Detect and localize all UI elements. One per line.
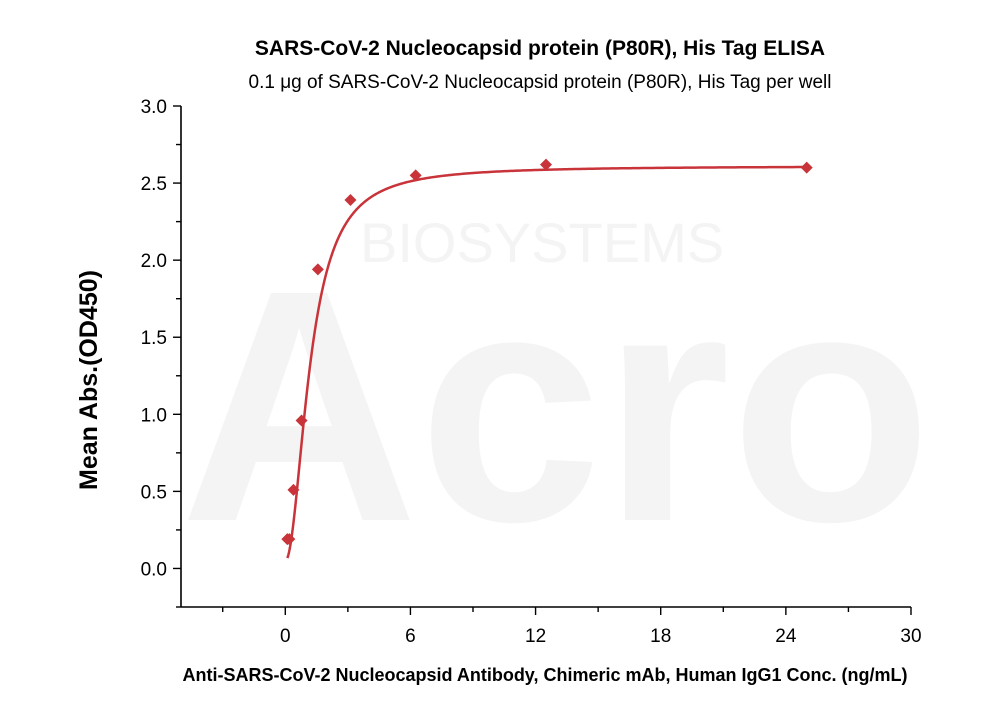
y-tick-label: 2.5 bbox=[141, 174, 167, 195]
x-tick-label: 18 bbox=[650, 626, 671, 647]
chart-title: SARS-CoV-2 Nucleocapsid protein (P80R), … bbox=[255, 37, 825, 60]
data-points bbox=[281, 158, 813, 546]
x-tick-label: 6 bbox=[405, 626, 416, 647]
data-point bbox=[295, 414, 308, 427]
y-tick-label: 1.0 bbox=[141, 405, 167, 426]
x-tick-label: 24 bbox=[775, 626, 797, 647]
y-tick-label: 2.0 bbox=[141, 251, 167, 272]
data-point bbox=[344, 194, 357, 207]
data-point bbox=[800, 161, 813, 174]
y-ticks: 0.0 0.5 1.0 1.5 2.0 2.5 3.0 bbox=[141, 97, 181, 608]
watermark-text: BIOSYSTEMS bbox=[360, 211, 724, 274]
y-tick-label: 0.5 bbox=[141, 482, 167, 503]
data-point bbox=[287, 483, 300, 496]
data-point bbox=[540, 158, 552, 171]
data-point bbox=[283, 533, 296, 546]
y-axis-title: Mean Abs.(OD450) bbox=[75, 270, 103, 490]
x-axis-title: Anti-SARS-CoV-2 Nucleocapsid Antibody, C… bbox=[182, 665, 907, 685]
chart-subtitle: 0.1 μg of SARS-CoV-2 Nucleocapsid protei… bbox=[249, 72, 832, 93]
fit-curve bbox=[286, 165, 807, 559]
x-ticks: 0 6 12 18 24 30 bbox=[222, 607, 922, 647]
x-tick-label: 0 bbox=[280, 626, 291, 647]
data-point bbox=[409, 169, 422, 182]
x-tick-label: 30 bbox=[900, 626, 921, 647]
y-tick-label: 1.5 bbox=[141, 328, 167, 349]
y-tick-label: 0.0 bbox=[141, 559, 167, 580]
data-point bbox=[311, 263, 324, 276]
x-tick-label: 12 bbox=[525, 626, 546, 647]
y-tick-label: 3.0 bbox=[141, 97, 167, 118]
